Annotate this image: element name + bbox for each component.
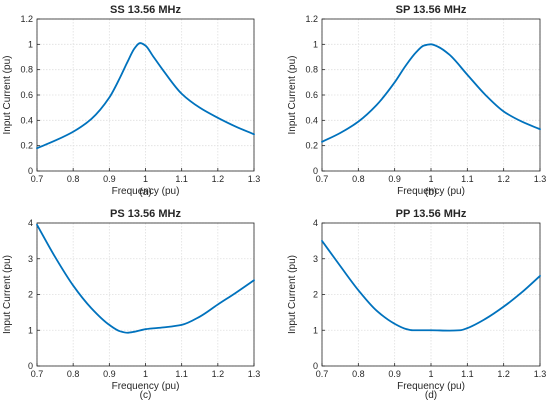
pp-x-tick-label: 0.9 [388, 369, 401, 379]
sp-x-tick-label: 1.3 [534, 174, 547, 184]
ss-x-tick-label: 1.3 [248, 174, 261, 184]
ps-x-tick-label: 1.1 [175, 369, 188, 379]
ss-y-tick-label: 0.6 [20, 90, 33, 100]
ss-x-axis-label: Frequency (pu) [112, 186, 180, 197]
ss-series-line [36, 42, 255, 150]
sp-x-tick-label: 0.8 [352, 174, 365, 184]
ps-y-tick-label: 0 [28, 361, 33, 371]
ps-x-tick-label: 0.8 [67, 369, 80, 379]
ps-y-axis-label: Input Current (pu) [2, 255, 13, 334]
pp-x-tick-label: 1.3 [534, 369, 547, 379]
pp-x-tick-label: 0.8 [352, 369, 365, 379]
sp-y-axis-label: Input Current (pu) [287, 56, 298, 135]
sp-x-axis-label: Frequency (pu) [397, 186, 465, 197]
sp-y-tick-label: 1 [313, 39, 318, 49]
ss-x-tick-label: 0.9 [103, 174, 116, 184]
ps-y-tick-label: 3 [28, 254, 33, 264]
pp-x-tick-label: 0.7 [316, 369, 329, 379]
ps-x-axis-label: Frequency (pu) [112, 381, 180, 392]
sp-series-line [321, 43, 541, 143]
pp-y-tick-label: 2 [313, 290, 318, 300]
ps-x-tick-label: 1.3 [248, 369, 261, 379]
sp-y-tick-label: 0.6 [305, 90, 318, 100]
ss-chart-title: SS 13.56 MHz [110, 4, 181, 16]
ps-chart-title: PS 13.56 MHz [110, 208, 181, 220]
chart-panel-pp: 0.7 0.8 0.9 1 1.1 1.2 1.3 0 1 2 3 4 PP 13.56 MHz Freq… [287, 208, 546, 401]
ss-x-tick-label: 1 [143, 174, 148, 184]
ss-y-tick-label: 0.8 [20, 65, 33, 75]
ps-panel-caption: (c) [140, 390, 152, 401]
ps-series-line [36, 223, 255, 334]
pp-chart-title: PP 13.56 MHz [396, 208, 467, 220]
pp-series-line [321, 239, 541, 332]
sp-y-tick-label: 1.2 [305, 14, 318, 24]
pp-y-tick-label: 1 [313, 325, 318, 335]
ss-y-tick-label: 0.2 [20, 141, 33, 151]
pp-panel-caption: (d) [425, 390, 437, 401]
chart-panel-ss: 0.7 0.8 0.9 1 1.1 1.2 1.3 0 0.2 0.4 0.6 0.8 1 1.2 SS 1… [2, 4, 260, 198]
sp-y-tick-label: 0 [313, 166, 318, 176]
ps-x-tick-label: 1 [143, 369, 148, 379]
sp-x-tick-label: 1.1 [461, 174, 474, 184]
sp-y-tick-label: 0.2 [305, 141, 318, 151]
ss-panel-caption: (a) [139, 187, 151, 198]
sp-x-tick-label: 0.7 [316, 174, 329, 184]
ss-x-tick-label: 1.2 [212, 174, 225, 184]
ss-y-tick-label: 1.2 [20, 14, 33, 24]
ps-y-tick-label: 4 [28, 218, 33, 228]
ps-y-tick-label: 1 [28, 325, 33, 335]
ss-x-tick-label: 1.1 [175, 174, 188, 184]
sp-y-tick-label: 0.4 [305, 115, 318, 125]
ss-y-tick-label: 1 [28, 39, 33, 49]
pp-x-tick-label: 1 [428, 369, 433, 379]
ss-x-tick-label: 0.8 [67, 174, 80, 184]
pp-y-axis-label: Input Current (pu) [287, 255, 298, 334]
ss-y-tick-label: 0.4 [20, 115, 33, 125]
pp-y-tick-label: 4 [313, 218, 318, 228]
sp-panel-caption: (b) [425, 187, 437, 198]
ps-y-tick-label: 2 [28, 290, 33, 300]
pp-y-tick-label: 3 [313, 254, 318, 264]
ss-x-tick-label: 0.7 [31, 174, 44, 184]
pp-x-tick-label: 1.1 [461, 369, 474, 379]
sp-x-tick-label: 1.2 [497, 174, 510, 184]
ps-x-tick-label: 0.7 [31, 369, 44, 379]
ps-x-tick-label: 1.2 [212, 369, 225, 379]
ss-y-tick-label: 0 [28, 166, 33, 176]
sp-chart-title: SP 13.56 MHz [396, 4, 467, 16]
chart-panel-sp: 0.7 0.8 0.9 1 1.1 1.2 1.3 0 0.2 0.4 0.6 0.8 1 1.2 SP 1… [287, 4, 546, 198]
sp-y-tick-label: 0.8 [305, 65, 318, 75]
sp-x-tick-label: 0.9 [388, 174, 401, 184]
sp-x-tick-label: 1 [428, 174, 433, 184]
ps-x-tick-label: 0.9 [103, 369, 116, 379]
chart-panel-ps: 0.7 0.8 0.9 1 1.1 1.2 1.3 0 1 2 3 4 PS 13.56 MHz Freq… [2, 208, 260, 401]
pp-x-tick-label: 1.2 [497, 369, 510, 379]
ss-y-axis-label: Input Current (pu) [2, 56, 13, 135]
pp-y-tick-label: 0 [313, 361, 318, 371]
pp-x-axis-label: Frequency (pu) [397, 381, 465, 392]
